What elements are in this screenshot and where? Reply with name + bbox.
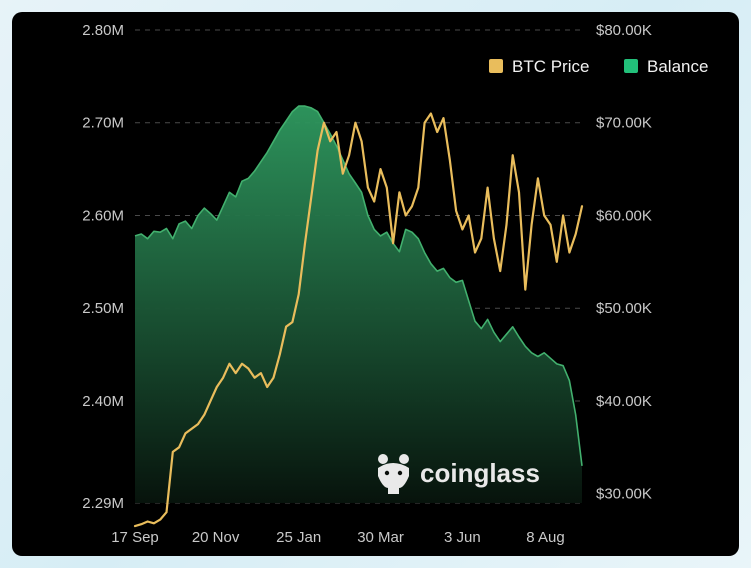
legend-label-btc-price[interactable]: BTC Price — [512, 57, 589, 76]
y-left-tick-label: 2.50M — [82, 300, 124, 317]
y-left-tick-label: 2.60M — [82, 207, 124, 224]
y-left-tick-label: 2.70M — [82, 115, 124, 132]
y-left-tick-label: 2.29M — [82, 495, 124, 512]
x-tick-label: 8 Aug — [526, 529, 564, 546]
x-tick-label: 3 Jun — [444, 529, 481, 546]
y-right-tick-label: $80.00K — [596, 22, 652, 39]
legend: BTC Price Balance — [489, 57, 708, 76]
btc-price-layer — [133, 112, 584, 528]
x-tick-label: 17 Sep — [111, 529, 159, 546]
x-tick-label: 20 Nov — [192, 529, 240, 546]
coinglass-frog-icon — [378, 454, 409, 494]
balance-area-layer — [134, 105, 583, 503]
btc-price-line — [133, 112, 584, 528]
y-right-tick-label: $70.00K — [596, 115, 652, 132]
coinglass-watermark: coinglass — [378, 454, 540, 494]
axis-labels: 2.29M 2.40M 2.50M 2.60M 2.70M 2.80M $30.00K $40… — [82, 22, 652, 546]
legend-swatch-balance[interactable] — [624, 59, 638, 73]
y-left-tick-label: 2.40M — [82, 393, 124, 410]
watermark-text: coinglass — [420, 458, 540, 488]
y-right-tick-label: $60.00K — [596, 207, 652, 224]
y-right-tick-label: $40.00K — [596, 393, 652, 410]
y-right-tick-label: $30.00K — [596, 486, 652, 503]
y-right-tick-label: $50.00K — [596, 300, 652, 317]
legend-label-balance[interactable]: Balance — [647, 57, 708, 76]
x-tick-label: 25 Jan — [276, 529, 321, 546]
chart-svg: 2.29M 2.40M 2.50M 2.60M 2.70M 2.80M $30.00K $40… — [82, 22, 708, 546]
balance-area — [135, 106, 582, 503]
chart-card: 2.29M 2.40M 2.50M 2.60M 2.70M 2.80M $30.00K $40… — [12, 12, 739, 556]
legend-swatch-btc-price[interactable] — [489, 59, 503, 73]
x-tick-label: 30 Mar — [357, 529, 404, 546]
y-left-tick-label: 2.80M — [82, 22, 124, 39]
balance-line — [134, 105, 583, 466]
